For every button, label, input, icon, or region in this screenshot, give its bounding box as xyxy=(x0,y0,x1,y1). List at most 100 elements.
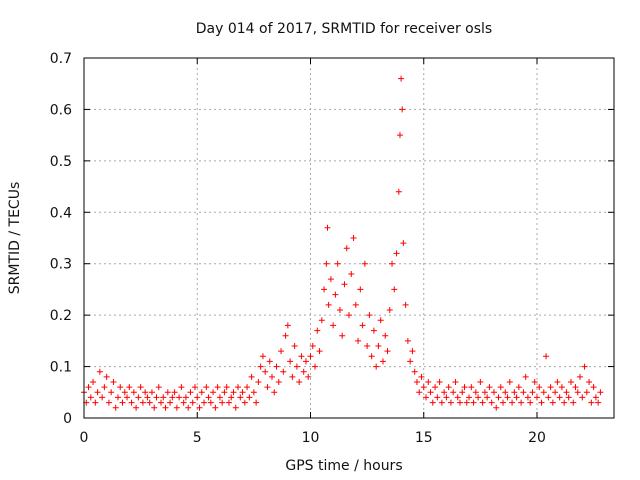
y-tick-label: 0 xyxy=(63,411,72,427)
data-point xyxy=(307,353,314,360)
grid xyxy=(84,58,614,418)
data-point xyxy=(119,399,126,406)
data-point xyxy=(477,379,484,385)
data-point xyxy=(488,399,495,406)
data-point xyxy=(278,348,285,355)
data-point xyxy=(470,399,477,406)
data-point xyxy=(357,286,364,293)
data-point xyxy=(558,384,565,391)
data-point xyxy=(219,399,226,406)
data-point xyxy=(436,379,443,385)
data-point xyxy=(531,379,538,385)
y-axis-label: SRMTID / TECUs xyxy=(7,182,23,295)
data-point xyxy=(178,384,185,391)
data-point xyxy=(291,343,298,349)
data-point xyxy=(246,394,253,401)
data-point xyxy=(595,399,602,406)
axis-ticks: 0 5 10 15 20 0 0.1 0.2 0.3 0.4 0.5 0.6 0.7 xyxy=(50,51,614,446)
data-point xyxy=(90,379,97,385)
data-point xyxy=(305,373,312,380)
y-tick-label: 0.3 xyxy=(50,257,72,273)
data-point xyxy=(321,286,328,293)
data-point xyxy=(194,394,201,401)
data-point xyxy=(547,384,554,391)
data-point xyxy=(266,358,273,365)
data-point xyxy=(214,384,221,391)
data-point xyxy=(533,394,540,401)
data-point xyxy=(121,389,128,396)
chart-title: Day 014 of 2017, SRMTID for receiver osl… xyxy=(196,21,492,37)
data-point xyxy=(518,399,525,406)
data-point xyxy=(441,389,448,396)
data-point xyxy=(438,399,445,406)
data-point xyxy=(133,404,140,411)
data-point xyxy=(475,394,482,401)
data-point xyxy=(323,260,330,267)
data-point xyxy=(332,291,339,298)
data-point xyxy=(348,271,355,277)
x-tick-label: 20 xyxy=(528,430,546,446)
data-point xyxy=(341,281,348,288)
data-point xyxy=(425,379,432,385)
data-point xyxy=(540,389,547,396)
data-point xyxy=(520,389,527,396)
data-point xyxy=(513,394,520,401)
data-point xyxy=(239,389,246,396)
data-point xyxy=(493,404,500,411)
data-point xyxy=(402,301,409,308)
data-point xyxy=(409,348,416,355)
data-point xyxy=(244,384,251,391)
data-point xyxy=(201,399,208,406)
data-point xyxy=(574,389,581,396)
y-tick-label: 0.7 xyxy=(50,51,72,67)
data-point xyxy=(373,363,380,370)
data-point xyxy=(296,379,303,385)
data-point xyxy=(318,317,325,324)
data-point xyxy=(592,394,599,401)
data-point xyxy=(554,379,561,385)
data-point xyxy=(434,394,441,401)
data-point xyxy=(572,384,579,391)
data-point xyxy=(189,399,196,406)
data-point xyxy=(579,394,586,401)
data-point xyxy=(472,389,479,396)
x-tick-label: 10 xyxy=(302,430,320,446)
data-point xyxy=(389,260,396,267)
data-point xyxy=(128,399,135,406)
data-point xyxy=(196,404,203,411)
data-point xyxy=(153,394,160,401)
y-tick-label: 0.1 xyxy=(50,360,72,376)
data-point xyxy=(497,384,504,391)
series-osls xyxy=(81,75,604,411)
data-point xyxy=(302,358,309,365)
data-point xyxy=(162,404,169,411)
data-point xyxy=(101,384,108,391)
data-point xyxy=(484,394,491,401)
data-point xyxy=(346,312,352,319)
data-point xyxy=(324,224,331,231)
data-point xyxy=(463,399,470,406)
data-point xyxy=(511,389,518,396)
data-point xyxy=(529,389,536,396)
data-point xyxy=(142,389,149,396)
data-point xyxy=(259,353,266,360)
data-point xyxy=(124,394,131,401)
data-point xyxy=(429,399,436,406)
x-tick-label: 0 xyxy=(80,430,89,446)
data-point xyxy=(355,337,362,344)
data-point xyxy=(151,404,158,411)
data-point xyxy=(114,394,121,401)
data-point xyxy=(230,389,237,396)
data-point xyxy=(504,394,511,401)
data-point xyxy=(581,363,588,370)
data-point xyxy=(382,332,389,339)
data-point xyxy=(216,394,223,401)
data-point xyxy=(466,394,473,401)
data-point xyxy=(386,307,393,313)
data-point xyxy=(99,394,106,401)
data-point xyxy=(309,343,316,349)
data-point xyxy=(399,106,406,113)
data-point xyxy=(366,312,373,319)
data-point xyxy=(92,399,99,406)
